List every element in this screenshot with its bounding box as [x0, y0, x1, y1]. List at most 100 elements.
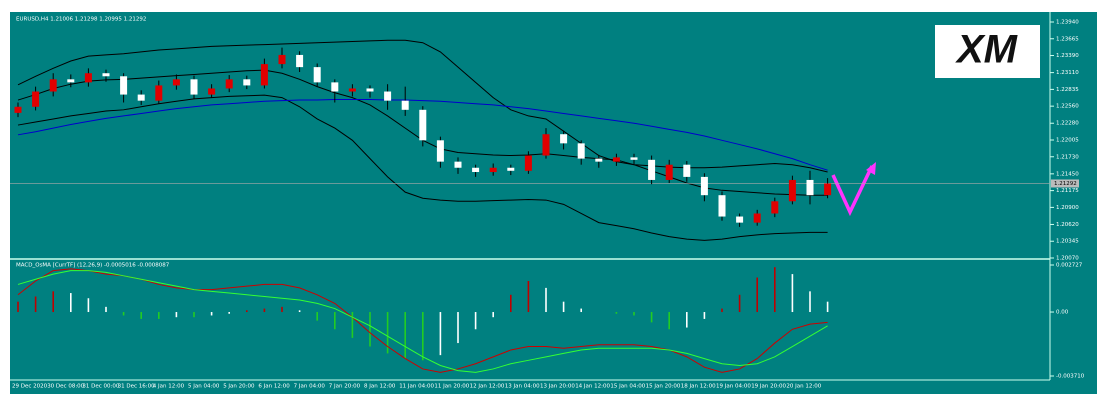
candle-body: [648, 159, 656, 180]
x-tick-label: 12 Jan 12:00: [470, 384, 505, 390]
candle-body: [260, 64, 268, 86]
x-tick-label: 13 Jan 04:00: [505, 384, 540, 390]
candle-body: [401, 100, 409, 110]
x-tick-label: 11 Jan 04:00: [399, 384, 434, 390]
candle-body: [296, 54, 304, 68]
logo: XM: [955, 28, 1019, 72]
x-tick-label: 11 Jan 20:00: [434, 384, 469, 390]
candle-body: [278, 54, 286, 65]
candle-body: [560, 134, 568, 144]
y-tick-label: 1.22835: [1056, 87, 1079, 93]
y-tick-label: 1.21175: [1056, 188, 1079, 194]
candle-body: [507, 167, 515, 171]
candle-body: [14, 106, 22, 113]
candle-body: [771, 201, 779, 214]
y-tick-label: 1.20620: [1056, 222, 1079, 228]
candle-body: [454, 161, 462, 168]
background: [10, 12, 1097, 394]
x-tick-label: 5 Jan 20:00: [223, 384, 255, 390]
candle-body: [32, 91, 40, 107]
x-tick-label: 13 Jan 20:00: [540, 384, 575, 390]
macd-title: MACD_OsMA [CurrTF] (12,26,9) -0.0005016 …: [16, 263, 170, 269]
x-tick-label: 31 Dec 00:00: [82, 384, 119, 390]
candle-body: [366, 88, 374, 92]
x-tick-label: 15 Jan 04:00: [610, 384, 645, 390]
y-tick-label: 0.002727: [1056, 263, 1083, 269]
candle-body: [542, 134, 550, 156]
candle-body: [824, 183, 832, 196]
overlay-line: [17, 39, 828, 173]
candle-body: [243, 79, 251, 86]
candle-body: [137, 94, 145, 101]
overlay-line: [17, 98, 828, 171]
candle-body: [155, 85, 163, 101]
overlay-line: [17, 94, 828, 241]
y-tick-label: 1.23940: [1056, 20, 1079, 26]
x-tick-label: 8 Jan 12:00: [364, 384, 396, 390]
candle-body: [753, 213, 761, 223]
y-tick-label: 1.20900: [1056, 205, 1079, 211]
indicator-line: [17, 270, 828, 373]
candle-body: [313, 67, 321, 83]
y-tick-label: 1.22280: [1056, 121, 1079, 127]
x-tick-label: 7 Jan 20:00: [329, 384, 361, 390]
y-tick-label: 1.20345: [1056, 239, 1079, 245]
y-tick-label: 1.21730: [1056, 154, 1079, 160]
x-tick-label: 4 Jan 12:00: [153, 384, 185, 390]
x-tick-label: 20 Jan 12:00: [786, 384, 821, 390]
candle-body: [788, 179, 796, 202]
candle-body: [172, 79, 180, 86]
candle-body: [384, 91, 392, 101]
candle-body: [419, 109, 427, 141]
candle-body: [348, 88, 356, 92]
x-tick-label: 14 Jan 12:00: [575, 384, 610, 390]
x-tick-label: 29 Dec 2020: [12, 384, 48, 390]
candle-body: [49, 79, 57, 92]
x-tick-label: 19 Jan 04:00: [716, 384, 751, 390]
candle-body: [665, 164, 673, 180]
x-tick-label: 18 Jan 12:00: [681, 384, 716, 390]
candle-body: [67, 79, 75, 83]
candle-body: [84, 73, 92, 83]
x-tick-label: 19 Jan 20:00: [751, 384, 786, 390]
arrow-head: [866, 162, 876, 175]
candle-body: [700, 176, 708, 196]
y-tick-label: 0.00: [1056, 310, 1069, 316]
x-tick-label: 7 Jan 04:00: [294, 384, 326, 390]
candle-body: [472, 167, 480, 173]
candle-body: [208, 88, 216, 95]
logo-box: [935, 25, 1040, 78]
candle-body: [806, 179, 814, 196]
x-tick-label: 31 Dec 16:00: [118, 384, 155, 390]
y-tick-label: 1.22005: [1056, 138, 1079, 144]
candle-body: [736, 216, 744, 223]
candle-body: [225, 79, 233, 89]
y-tick-label: 1.22560: [1056, 104, 1079, 110]
candle-body: [630, 157, 638, 160]
candle-body: [102, 73, 110, 77]
current-price-label: 1.21292: [1054, 181, 1077, 187]
y-tick-label: 1.21450: [1056, 171, 1079, 177]
y-tick-label: 1.20070: [1056, 256, 1079, 262]
y-tick-label: -0.003710: [1056, 374, 1085, 380]
candle-body: [683, 164, 691, 177]
candle-body: [612, 157, 620, 162]
y-tick-label: 1.23665: [1056, 36, 1079, 42]
candle-body: [120, 76, 128, 95]
candle-body: [524, 155, 532, 171]
candle-body: [489, 167, 497, 173]
candle-body: [331, 82, 339, 92]
x-tick-label: 5 Jan 04:00: [188, 384, 220, 390]
indicator-line: [17, 268, 828, 373]
price-title: EURUSD,H4 1.21006 1.21298 1.20995 1.2129…: [16, 17, 146, 23]
x-tick-label: 30 Dec 08:00: [47, 384, 84, 390]
current-price-box: [1051, 179, 1079, 188]
candle-body: [577, 143, 585, 159]
x-tick-label: 6 Jan 12:00: [258, 384, 290, 390]
y-tick-label: 1.23110: [1056, 70, 1079, 76]
forecast-arrow: [831, 165, 874, 217]
candle-body: [190, 79, 198, 95]
x-tick-label: 15 Jan 20:00: [646, 384, 681, 390]
